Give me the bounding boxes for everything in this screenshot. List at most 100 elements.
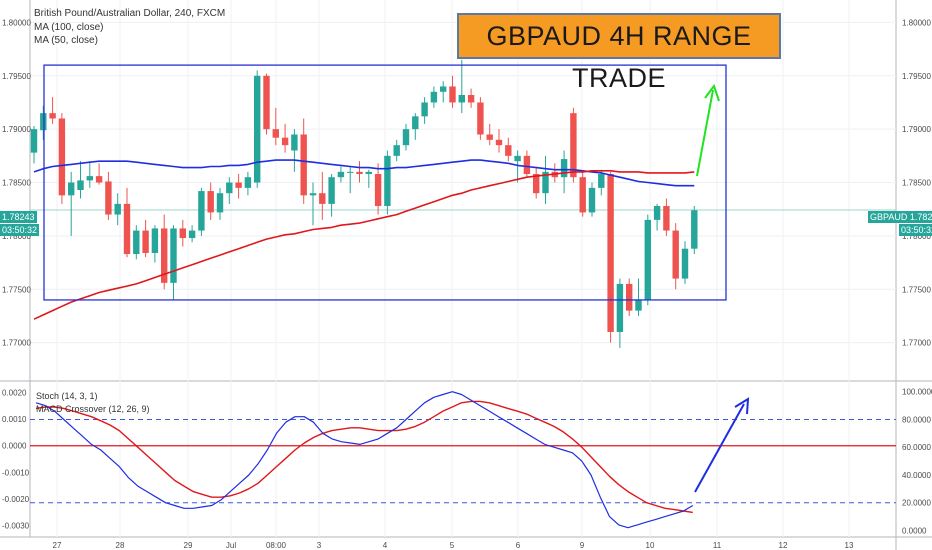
candle-body	[30, 129, 38, 153]
candle-body	[291, 134, 298, 151]
price-label-right: 1.79500	[902, 72, 931, 81]
candle-body	[560, 159, 568, 178]
candle-body	[207, 191, 214, 213]
candle-body	[77, 180, 84, 190]
time-label: 5	[450, 541, 455, 550]
ma50-label: MA (50, close)	[34, 35, 98, 46]
ma50-line	[33, 170, 695, 320]
candle-body	[644, 219, 651, 300]
candle-body	[393, 145, 400, 156]
candles	[30, 59, 698, 348]
time-label: Jul	[226, 541, 236, 550]
right-tag-symbol: GBPAUD	[870, 212, 908, 222]
candle-body	[365, 171, 372, 174]
candle-body	[216, 193, 224, 213]
candle-body	[86, 176, 93, 181]
candle-body	[570, 113, 577, 178]
candle-body	[495, 139, 503, 146]
candle-body	[374, 173, 382, 207]
macd-axis-label: -0.0020	[2, 495, 30, 504]
candle-body	[319, 193, 326, 204]
right-tag-price: 1.78243	[909, 212, 932, 222]
time-label: 12	[779, 541, 788, 550]
candle-body	[328, 177, 335, 204]
macd-axis-label: 0.0000	[2, 442, 27, 451]
candle-body	[263, 75, 270, 130]
price-label-left: 1.78500	[2, 179, 31, 188]
candle-body	[95, 176, 103, 183]
indicator-arrow-line	[694, 403, 745, 493]
candle-body	[542, 171, 549, 194]
candle-body	[347, 171, 354, 173]
candle-body	[588, 187, 596, 213]
breakout-arrow-head	[704, 83, 720, 102]
candle-body	[68, 182, 75, 196]
stoch-axis-label: 0.0000	[902, 526, 927, 535]
breakout-arrow-line	[696, 89, 714, 177]
stoch-axis-label: 100.0000	[902, 388, 932, 397]
time-label: 10	[646, 541, 655, 550]
price-label-left: 1.77000	[2, 339, 31, 348]
candle-body	[514, 155, 521, 162]
price-label-left: 1.77500	[2, 285, 31, 294]
price-label-left: 1.78000	[2, 232, 31, 241]
candle-body	[281, 137, 289, 146]
price-label-right: 1.80000	[902, 18, 931, 27]
right-countdown-tag: 03:50:32	[899, 224, 932, 236]
left-countdown-tag: 03:50:32	[0, 224, 40, 236]
stoch-line	[35, 391, 694, 529]
candle-body	[105, 181, 112, 215]
candle-body	[356, 171, 363, 174]
candle-body	[663, 206, 670, 231]
stoch-axis-label: 20.0000	[902, 499, 931, 508]
candle-body	[626, 283, 633, 311]
candle-body	[151, 228, 159, 253]
candle-body	[440, 86, 447, 92]
candle-body	[188, 230, 196, 239]
indicator-lines	[30, 391, 896, 529]
left-price-tag: 1.78243	[0, 211, 37, 223]
macd-axis-label: -0.0030	[2, 521, 30, 530]
candle-body	[430, 91, 438, 103]
candle-body	[254, 75, 261, 183]
candle-body	[579, 177, 586, 213]
stoch-axis-label: 60.0000	[902, 443, 931, 452]
candle-body	[123, 203, 131, 255]
indicator-arrow-head	[734, 397, 750, 415]
candle-body	[179, 228, 186, 239]
candle-body	[505, 145, 512, 156]
moving-averages	[33, 159, 695, 320]
macd-axis-label: 0.0010	[2, 415, 27, 424]
candle-body	[114, 203, 121, 215]
candle-body	[49, 113, 56, 119]
time-label: 27	[53, 541, 62, 550]
time-label: 6	[516, 541, 521, 550]
candle-body	[449, 86, 456, 103]
candle-body	[309, 193, 317, 196]
candle-body	[40, 113, 47, 131]
macd-axis-label: 0.0020	[2, 389, 27, 398]
time-label: 11	[713, 541, 722, 550]
candle-body	[244, 177, 252, 188]
price-label-left: 1.79000	[2, 125, 31, 134]
candle-body	[142, 230, 149, 253]
right-price-tag: GBPAUD 1.78243	[868, 211, 932, 223]
candle-body	[486, 134, 493, 140]
candle-body	[691, 210, 698, 249]
candle-body	[272, 129, 279, 138]
candle-body	[170, 228, 177, 283]
candle-body	[235, 182, 242, 188]
ma100-label: MA (100, close)	[34, 22, 104, 33]
time-label: 13	[845, 541, 854, 550]
macd-signal-line	[35, 400, 693, 514]
candle-body	[635, 299, 642, 311]
candle-body	[161, 228, 168, 283]
price-label-right: 1.79000	[902, 125, 931, 134]
time-label: 08:00	[266, 541, 287, 550]
candle-body	[226, 182, 233, 194]
candle-body	[198, 191, 205, 231]
macd-axis-label: -0.0010	[2, 468, 30, 477]
candle-body	[421, 102, 428, 117]
candle-body	[681, 248, 689, 279]
